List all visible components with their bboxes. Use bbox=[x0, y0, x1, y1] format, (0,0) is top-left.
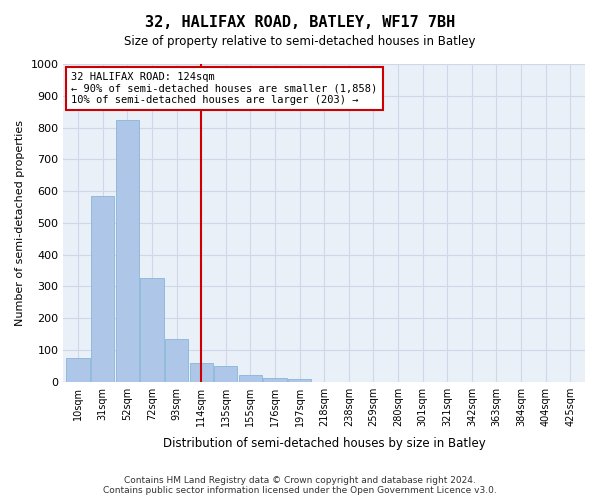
Bar bbox=[165, 339, 188, 382]
Bar bbox=[288, 380, 311, 382]
Bar bbox=[91, 196, 115, 382]
Bar bbox=[116, 120, 139, 382]
Bar bbox=[214, 366, 238, 382]
X-axis label: Distribution of semi-detached houses by size in Batley: Distribution of semi-detached houses by … bbox=[163, 437, 485, 450]
Y-axis label: Number of semi-detached properties: Number of semi-detached properties bbox=[15, 120, 25, 326]
Text: 32 HALIFAX ROAD: 124sqm
← 90% of semi-detached houses are smaller (1,858)
10% of: 32 HALIFAX ROAD: 124sqm ← 90% of semi-de… bbox=[71, 72, 377, 105]
Text: 32, HALIFAX ROAD, BATLEY, WF17 7BH: 32, HALIFAX ROAD, BATLEY, WF17 7BH bbox=[145, 15, 455, 30]
Bar bbox=[263, 378, 287, 382]
Text: Contains HM Land Registry data © Crown copyright and database right 2024.
Contai: Contains HM Land Registry data © Crown c… bbox=[103, 476, 497, 495]
Bar bbox=[140, 278, 164, 382]
Bar bbox=[190, 362, 213, 382]
Bar bbox=[239, 376, 262, 382]
Text: Size of property relative to semi-detached houses in Batley: Size of property relative to semi-detach… bbox=[124, 35, 476, 48]
Bar bbox=[67, 358, 90, 382]
